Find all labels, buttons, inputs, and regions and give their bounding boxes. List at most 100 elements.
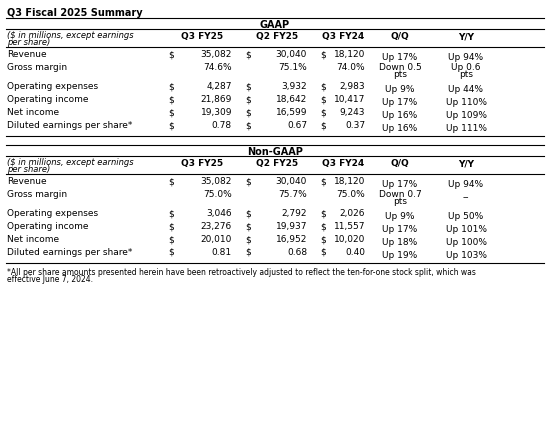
Text: $: $ bbox=[168, 82, 174, 91]
Text: Up 101%: Up 101% bbox=[446, 225, 487, 234]
Text: 74.6%: 74.6% bbox=[204, 63, 232, 72]
Text: Up 103%: Up 103% bbox=[446, 251, 487, 260]
Text: Diluted earnings per share*: Diluted earnings per share* bbox=[7, 248, 133, 257]
Text: Up 94%: Up 94% bbox=[448, 53, 483, 62]
Text: Down 0.7: Down 0.7 bbox=[378, 190, 421, 199]
Text: $: $ bbox=[245, 248, 251, 257]
Text: 16,952: 16,952 bbox=[276, 235, 307, 244]
Text: $: $ bbox=[320, 50, 326, 59]
Text: $: $ bbox=[168, 95, 174, 104]
Text: $: $ bbox=[320, 95, 326, 104]
Text: 16,599: 16,599 bbox=[276, 108, 307, 117]
Text: $: $ bbox=[320, 121, 326, 130]
Text: 3,046: 3,046 bbox=[206, 209, 232, 218]
Text: Up 17%: Up 17% bbox=[382, 225, 417, 234]
Text: 18,120: 18,120 bbox=[334, 50, 365, 59]
Text: Q/Q: Q/Q bbox=[390, 159, 409, 168]
Text: Up 109%: Up 109% bbox=[446, 111, 487, 120]
Text: Up 17%: Up 17% bbox=[382, 180, 417, 189]
Text: $: $ bbox=[245, 177, 251, 186]
Text: pts: pts bbox=[393, 197, 407, 206]
Text: 10,417: 10,417 bbox=[334, 95, 365, 104]
Text: Q3 FY25: Q3 FY25 bbox=[181, 159, 223, 168]
Text: Revenue: Revenue bbox=[7, 50, 47, 59]
Text: $: $ bbox=[320, 177, 326, 186]
Text: Up 19%: Up 19% bbox=[382, 251, 417, 260]
Text: 20,010: 20,010 bbox=[201, 235, 232, 244]
Text: Up 100%: Up 100% bbox=[446, 238, 487, 247]
Text: $: $ bbox=[245, 209, 251, 218]
Text: Up 9%: Up 9% bbox=[385, 212, 415, 221]
Text: 0.40: 0.40 bbox=[345, 248, 365, 257]
Text: Up 110%: Up 110% bbox=[446, 98, 487, 107]
Text: 75.1%: 75.1% bbox=[278, 63, 307, 72]
Text: $: $ bbox=[168, 235, 174, 244]
Text: per share): per share) bbox=[7, 38, 50, 47]
Text: $: $ bbox=[320, 209, 326, 218]
Text: ($ in millions, except earnings: ($ in millions, except earnings bbox=[7, 158, 134, 167]
Text: $: $ bbox=[245, 108, 251, 117]
Text: Operating income: Operating income bbox=[7, 222, 89, 231]
Text: Operating expenses: Operating expenses bbox=[7, 209, 98, 218]
Text: Q2 FY25: Q2 FY25 bbox=[256, 159, 298, 168]
Text: 0.78: 0.78 bbox=[212, 121, 232, 130]
Text: 18,120: 18,120 bbox=[334, 177, 365, 186]
Text: Q/Q: Q/Q bbox=[390, 32, 409, 41]
Text: 9,243: 9,243 bbox=[339, 108, 365, 117]
Text: 2,026: 2,026 bbox=[339, 209, 365, 218]
Text: Revenue: Revenue bbox=[7, 177, 47, 186]
Text: Q3 FY24: Q3 FY24 bbox=[322, 32, 364, 41]
Text: Up 111%: Up 111% bbox=[446, 124, 487, 133]
Text: $: $ bbox=[245, 50, 251, 59]
Text: Net income: Net income bbox=[7, 108, 59, 117]
Text: 23,276: 23,276 bbox=[201, 222, 232, 231]
Text: $: $ bbox=[320, 248, 326, 257]
Text: Y/Y: Y/Y bbox=[458, 32, 474, 41]
Text: 3,932: 3,932 bbox=[282, 82, 307, 91]
Text: per share): per share) bbox=[7, 165, 50, 174]
Text: Up 18%: Up 18% bbox=[382, 238, 417, 247]
Text: Up 17%: Up 17% bbox=[382, 98, 417, 107]
Text: $: $ bbox=[168, 222, 174, 231]
Text: Non-GAAP: Non-GAAP bbox=[247, 147, 303, 156]
Text: pts: pts bbox=[459, 70, 473, 79]
Text: Up 16%: Up 16% bbox=[382, 111, 417, 120]
Text: Y/Y: Y/Y bbox=[458, 159, 474, 168]
Text: 19,309: 19,309 bbox=[201, 108, 232, 117]
Text: $: $ bbox=[320, 235, 326, 244]
Text: effective June 7, 2024.: effective June 7, 2024. bbox=[7, 275, 93, 284]
Text: *All per share amounts presented herein have been retroactively adjusted to refl: *All per share amounts presented herein … bbox=[7, 268, 476, 277]
Text: 75.0%: 75.0% bbox=[204, 190, 232, 199]
Text: 18,642: 18,642 bbox=[276, 95, 307, 104]
Text: Up 94%: Up 94% bbox=[448, 180, 483, 189]
Text: pts: pts bbox=[393, 70, 407, 79]
Text: $: $ bbox=[245, 235, 251, 244]
Text: 2,983: 2,983 bbox=[339, 82, 365, 91]
Text: Q3 FY25: Q3 FY25 bbox=[181, 32, 223, 41]
Text: $: $ bbox=[320, 82, 326, 91]
Text: Up 9%: Up 9% bbox=[385, 85, 415, 94]
Text: Up 16%: Up 16% bbox=[382, 124, 417, 133]
Text: Gross margin: Gross margin bbox=[7, 190, 67, 199]
Text: Operating expenses: Operating expenses bbox=[7, 82, 98, 91]
Text: $: $ bbox=[168, 50, 174, 59]
Text: Diluted earnings per share*: Diluted earnings per share* bbox=[7, 121, 133, 130]
Text: 0.37: 0.37 bbox=[345, 121, 365, 130]
Text: $: $ bbox=[168, 121, 174, 130]
Text: 21,869: 21,869 bbox=[201, 95, 232, 104]
Text: 0.68: 0.68 bbox=[287, 248, 307, 257]
Text: Q2 FY25: Q2 FY25 bbox=[256, 32, 298, 41]
Text: $: $ bbox=[245, 121, 251, 130]
Text: 10,020: 10,020 bbox=[334, 235, 365, 244]
Text: 75.7%: 75.7% bbox=[278, 190, 307, 199]
Text: 30,040: 30,040 bbox=[276, 50, 307, 59]
Text: $: $ bbox=[245, 95, 251, 104]
Text: Up 0.6: Up 0.6 bbox=[451, 63, 481, 72]
Text: Operating income: Operating income bbox=[7, 95, 89, 104]
Text: Net income: Net income bbox=[7, 235, 59, 244]
Text: $: $ bbox=[168, 248, 174, 257]
Text: Up 44%: Up 44% bbox=[448, 85, 483, 94]
Text: 0.67: 0.67 bbox=[287, 121, 307, 130]
Text: 35,082: 35,082 bbox=[201, 177, 232, 186]
Text: 2,792: 2,792 bbox=[282, 209, 307, 218]
